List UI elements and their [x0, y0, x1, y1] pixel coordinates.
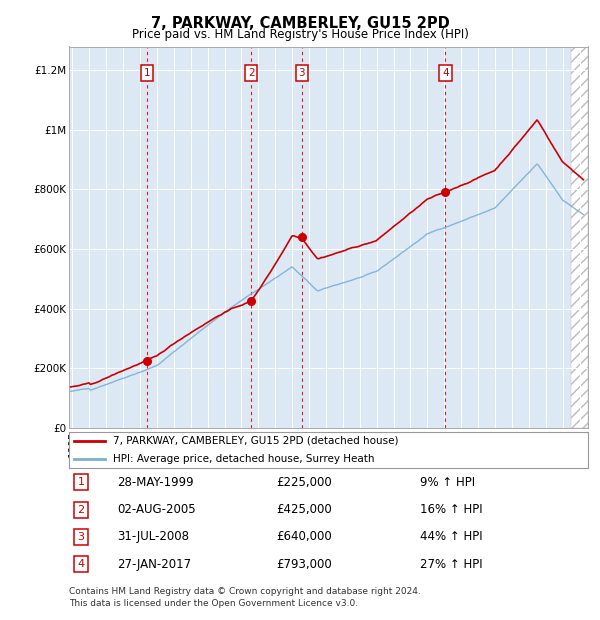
Text: 27-JAN-2017: 27-JAN-2017: [117, 558, 191, 570]
Text: 9% ↑ HPI: 9% ↑ HPI: [420, 476, 475, 489]
Text: 2: 2: [77, 505, 85, 515]
Bar: [571, 46, 588, 428]
Text: HPI: Average price, detached house, Surrey Heath: HPI: Average price, detached house, Surr…: [113, 454, 374, 464]
Text: This data is licensed under the Open Government Licence v3.0.: This data is licensed under the Open Gov…: [69, 598, 358, 608]
Text: 4: 4: [77, 559, 85, 569]
Text: 44% ↑ HPI: 44% ↑ HPI: [420, 531, 482, 543]
Text: Price paid vs. HM Land Registry's House Price Index (HPI): Price paid vs. HM Land Registry's House …: [131, 28, 469, 41]
Text: 3: 3: [77, 532, 85, 542]
Text: £793,000: £793,000: [276, 558, 332, 570]
Text: £225,000: £225,000: [276, 476, 332, 489]
Text: 7, PARKWAY, CAMBERLEY, GU15 2PD: 7, PARKWAY, CAMBERLEY, GU15 2PD: [151, 16, 449, 30]
Text: 7, PARKWAY, CAMBERLEY, GU15 2PD (detached house): 7, PARKWAY, CAMBERLEY, GU15 2PD (detache…: [113, 436, 398, 446]
Text: 02-AUG-2005: 02-AUG-2005: [117, 503, 196, 516]
Text: 16% ↑ HPI: 16% ↑ HPI: [420, 503, 482, 516]
Text: 1: 1: [143, 68, 150, 78]
Text: £425,000: £425,000: [276, 503, 332, 516]
Text: 27% ↑ HPI: 27% ↑ HPI: [420, 558, 482, 570]
Text: 1: 1: [77, 477, 85, 487]
Text: 3: 3: [299, 68, 305, 78]
Text: 28-MAY-1999: 28-MAY-1999: [117, 476, 194, 489]
Text: 31-JUL-2008: 31-JUL-2008: [117, 531, 189, 543]
Text: 4: 4: [442, 68, 449, 78]
Text: Contains HM Land Registry data © Crown copyright and database right 2024.: Contains HM Land Registry data © Crown c…: [69, 587, 421, 596]
Text: 2: 2: [248, 68, 254, 78]
Text: £640,000: £640,000: [276, 531, 332, 543]
